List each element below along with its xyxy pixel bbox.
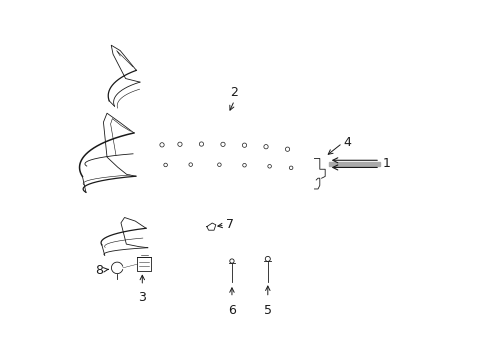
Circle shape	[265, 256, 270, 261]
Text: 2: 2	[230, 86, 238, 99]
Polygon shape	[137, 257, 151, 271]
Polygon shape	[80, 133, 136, 192]
Polygon shape	[206, 223, 215, 230]
Polygon shape	[121, 217, 147, 248]
Polygon shape	[108, 70, 140, 106]
Text: 4: 4	[343, 136, 350, 149]
Circle shape	[229, 259, 234, 263]
Polygon shape	[103, 113, 136, 176]
Text: 1: 1	[382, 157, 389, 170]
Text: 7: 7	[225, 218, 233, 231]
Text: 6: 6	[227, 304, 235, 317]
Polygon shape	[314, 158, 325, 178]
Text: 8: 8	[95, 264, 102, 277]
Polygon shape	[111, 45, 140, 82]
Polygon shape	[314, 178, 319, 189]
Text: 5: 5	[263, 304, 271, 317]
Polygon shape	[101, 228, 147, 255]
Text: 3: 3	[138, 291, 146, 304]
FancyArrow shape	[328, 162, 379, 166]
